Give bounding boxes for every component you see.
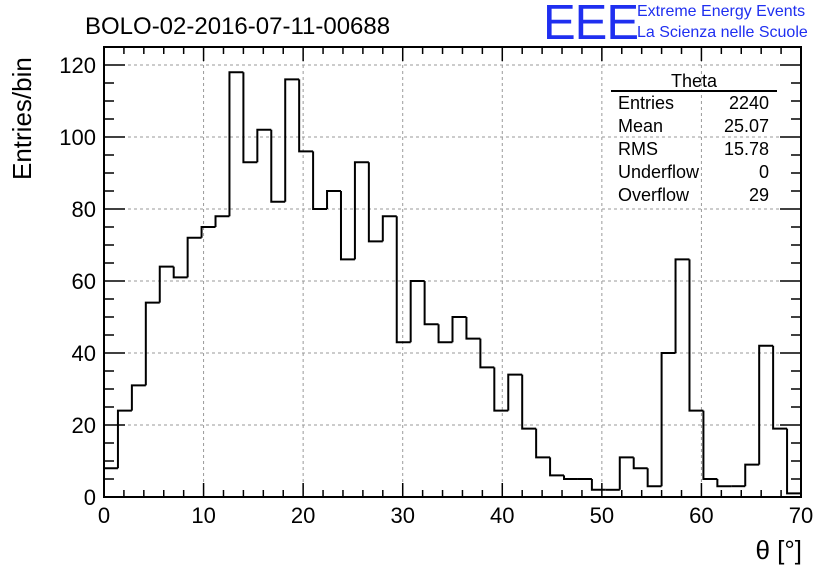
y-tick-label: 20	[72, 413, 96, 438]
histogram-bin	[367, 162, 383, 243]
axis-ticks	[103, 47, 802, 498]
histogram-bin	[521, 374, 537, 430]
stats-value: 0	[758, 162, 769, 182]
histogram-bin	[395, 216, 411, 344]
histogram-bin	[103, 467, 118, 497]
histogram-bin	[465, 317, 481, 340]
histogram-bin	[214, 215, 230, 227]
x-tick-label: 30	[390, 503, 414, 528]
histogram-bin	[716, 479, 732, 488]
histogram-bin	[284, 78, 300, 202]
stats-label: Underflow	[618, 162, 700, 182]
stats-label: Overflow	[618, 185, 690, 205]
stats-value: 15.78	[723, 139, 769, 159]
grid	[104, 47, 801, 497]
stats-label: Entries	[618, 93, 675, 113]
stats-row-mean: Mean 25.07	[611, 115, 777, 138]
x-tick-label: 0	[98, 503, 110, 528]
histogram-bin	[242, 72, 258, 164]
histogram-bin	[744, 463, 760, 487]
y-tick-label: 80	[72, 197, 96, 222]
stats-label: Mean	[618, 116, 664, 136]
histogram-bin	[535, 428, 551, 459]
x-tick-label: 10	[191, 503, 215, 528]
histogram-bin	[493, 367, 509, 412]
histogram-bin	[507, 373, 523, 411]
histogram-bin	[437, 324, 453, 344]
histogram-bin	[479, 338, 495, 369]
histogram-bin	[674, 258, 690, 353]
histogram-bin	[158, 265, 174, 303]
stats-box: Theta Entries 2240 Mean 25.07 RMS 15.78 …	[611, 72, 777, 207]
histogram-bin	[256, 128, 272, 163]
histogram-bin	[563, 475, 578, 480]
histogram-bin	[549, 457, 565, 477]
histogram-bin	[298, 79, 314, 153]
stats-title: Theta	[611, 72, 777, 92]
histogram-bin	[312, 151, 328, 210]
x-axis-label: θ [°]	[755, 535, 802, 565]
histogram-bin	[228, 71, 244, 217]
y-tick-label: 120	[59, 53, 96, 78]
histogram-bin	[660, 352, 676, 487]
histogram-bin	[758, 344, 774, 465]
histogram-bin	[772, 345, 788, 430]
x-tick-label: 70	[789, 503, 813, 528]
y-tick-label: 60	[72, 269, 96, 294]
x-tick-label: 40	[490, 503, 514, 528]
histogram-bin	[116, 409, 132, 469]
stats-row-overflow: Overflow 29	[611, 184, 777, 207]
histogram-bin	[451, 316, 467, 343]
plot-frame	[103, 46, 802, 498]
histogram-bin	[381, 215, 397, 242]
x-tick-label: 50	[590, 503, 614, 528]
histogram-bin	[646, 468, 662, 488]
x-tick-label: 20	[291, 503, 315, 528]
y-axis-label: Entries/bin	[7, 57, 37, 180]
y-tick-label: 40	[72, 341, 96, 366]
logo-line-1: Extreme Energy Events	[637, 3, 806, 20]
stats-value: 29	[748, 185, 769, 205]
stats-row-underflow: Underflow 0	[611, 161, 777, 184]
histogram-bin	[172, 266, 188, 279]
histogram-bin	[144, 301, 160, 386]
histogram-bin	[339, 191, 355, 261]
stats-row-entries: Entries 2240	[611, 92, 777, 115]
histogram-bin	[702, 410, 718, 480]
histogram-bin	[632, 457, 648, 470]
histogram-bin	[130, 384, 146, 411]
eee-logo: EEE	[543, 0, 639, 50]
stats-row-rms: RMS 15.78	[611, 138, 777, 161]
chart-title: BOLO-02-2016-07-11-00688	[85, 13, 390, 40]
stats-label: RMS	[618, 139, 658, 159]
histogram-bin	[270, 129, 286, 203]
stats-value: 2240	[728, 93, 769, 113]
histogram-bin	[409, 280, 425, 343]
histogram-bin	[688, 259, 704, 412]
x-tick-label: 60	[689, 503, 713, 528]
stats-value: 25.07	[723, 116, 769, 136]
histogram-bars	[103, 71, 802, 497]
y-tick-label: 0	[84, 485, 96, 510]
histogram-bin	[590, 479, 606, 491]
histogram-bin	[326, 190, 341, 209]
histogram-bin	[186, 236, 202, 278]
tick-labels: 0 10 20 30 40 50 60 70 0 20 40 60 80 100 120	[59, 53, 813, 528]
histogram-bin	[200, 226, 216, 238]
histogram-bin	[786, 428, 801, 495]
histogram-bin	[423, 281, 439, 326]
histogram-bin	[353, 161, 369, 260]
logo-line-2: La Scienza nelle Scuole	[637, 24, 808, 41]
y-tick-label: 100	[59, 125, 96, 150]
histogram-bin	[618, 456, 634, 490]
